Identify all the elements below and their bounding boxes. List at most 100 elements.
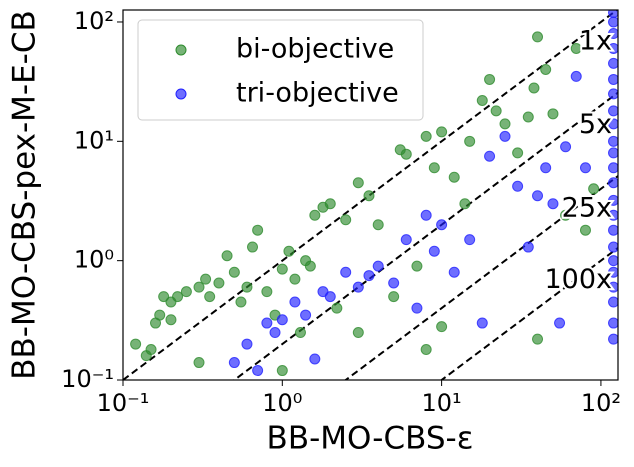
legend-label: tri-objective (236, 78, 399, 109)
point (228, 357, 240, 369)
point (145, 344, 157, 356)
point (608, 296, 618, 308)
point (608, 28, 618, 40)
point (331, 302, 343, 314)
point (522, 241, 534, 253)
legend-marker (175, 44, 187, 56)
point (400, 234, 412, 246)
legend-box (137, 19, 424, 121)
point (352, 177, 364, 189)
point (261, 286, 273, 298)
point (464, 234, 476, 246)
point (608, 118, 618, 130)
point (547, 108, 559, 120)
point (484, 150, 496, 162)
point (411, 260, 423, 272)
point (532, 31, 544, 43)
point (172, 291, 184, 303)
point (608, 162, 618, 174)
point (294, 327, 306, 339)
point (512, 180, 524, 192)
point (436, 321, 448, 333)
point (221, 250, 233, 262)
point (363, 190, 375, 202)
point (608, 333, 618, 345)
point (213, 277, 225, 289)
point (608, 147, 618, 159)
reference-line (344, 175, 618, 380)
point (283, 245, 295, 257)
point (608, 42, 618, 54)
point (241, 281, 253, 293)
point (269, 327, 281, 339)
point (608, 194, 618, 206)
point (324, 198, 336, 210)
x-tick-label: 10⁰ (262, 389, 302, 417)
point (484, 73, 496, 85)
point (540, 162, 552, 174)
point (608, 177, 618, 189)
point (560, 141, 572, 153)
point (608, 135, 618, 147)
point (252, 224, 264, 236)
point (352, 327, 364, 339)
point (309, 353, 321, 365)
point (608, 317, 618, 329)
y-axis-title: BB-MO-CBS-pex-M-E-CB (7, 10, 43, 380)
point (289, 273, 301, 285)
point (289, 296, 301, 308)
point (372, 260, 384, 272)
point (204, 291, 216, 303)
point (324, 291, 336, 303)
point (276, 314, 288, 326)
point (608, 266, 618, 278)
y-tick-label: 10² (74, 7, 114, 35)
point (304, 260, 316, 272)
legend: bi-objective tri-objective (137, 19, 424, 121)
point (490, 105, 502, 117)
point (579, 224, 591, 236)
point (560, 209, 572, 221)
point (420, 209, 432, 221)
point (499, 130, 511, 142)
point (608, 209, 618, 221)
point (388, 291, 400, 303)
point (476, 94, 488, 106)
point (261, 317, 273, 329)
point (459, 198, 471, 210)
point (579, 162, 591, 174)
point (608, 281, 618, 293)
point (193, 281, 205, 293)
point (340, 214, 352, 226)
point (448, 171, 460, 183)
point (352, 281, 364, 293)
x-tick-label: 10⁻¹ (97, 389, 150, 417)
point (193, 357, 205, 369)
point (200, 273, 212, 285)
reference-label: 1x (579, 25, 612, 56)
point (309, 209, 321, 221)
point (608, 255, 618, 267)
point (165, 314, 177, 326)
point (411, 302, 423, 314)
point (252, 365, 264, 377)
x-tick-label: 10¹ (422, 389, 462, 417)
point (228, 266, 240, 278)
point (388, 277, 400, 289)
reference-label: 5x (579, 109, 612, 140)
point (448, 266, 460, 278)
legend-marker (175, 88, 187, 100)
point (588, 183, 600, 195)
reference-label: 100x (544, 264, 612, 295)
point (608, 241, 618, 253)
x-tick-label: 10² (581, 389, 621, 417)
point (608, 57, 618, 69)
point (420, 344, 432, 356)
point (547, 198, 559, 210)
point (372, 219, 384, 231)
point (436, 126, 448, 138)
point (464, 135, 476, 147)
point (235, 296, 247, 308)
point (570, 70, 582, 82)
